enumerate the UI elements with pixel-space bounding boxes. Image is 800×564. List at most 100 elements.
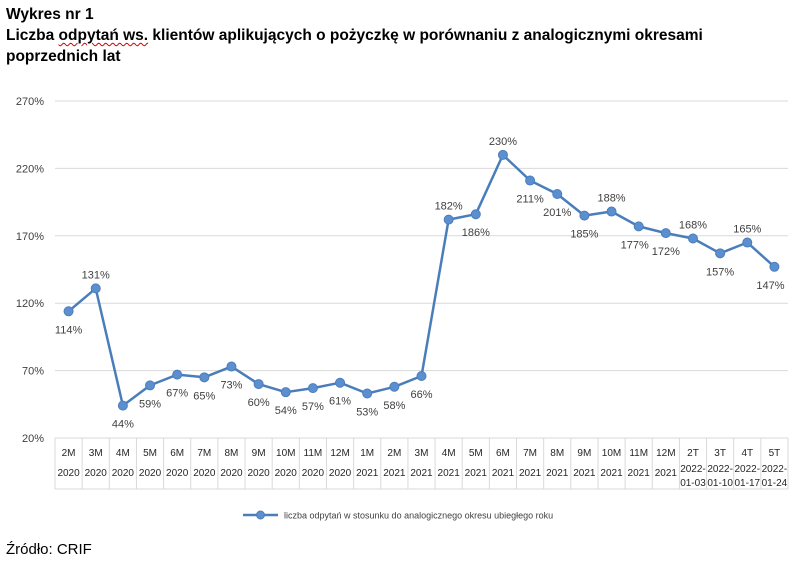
x-tick-year-label: 2021 [546, 468, 569, 479]
figure-number: Wykres nr 1 [6, 6, 94, 23]
data-label: 58% [383, 400, 405, 412]
data-label: 60% [248, 397, 270, 409]
data-label: 188% [597, 193, 625, 205]
x-tick-year-label: 01-03 [680, 478, 706, 489]
y-tick-label: 220% [16, 163, 44, 175]
x-tick-year-label: 2022- [680, 464, 706, 475]
x-tick-label: 2M [62, 448, 76, 459]
data-label: 73% [220, 380, 242, 392]
x-tick-year-label: 2020 [166, 468, 189, 479]
data-point [633, 221, 644, 232]
title-part-2: klientów aplikujących o pożyczkę w porów… [6, 27, 703, 65]
data-label: 53% [356, 407, 378, 419]
data-point [525, 175, 536, 186]
data-label: 61% [329, 396, 351, 408]
data-point [172, 369, 183, 380]
title-spellcheck-word: odpytań ws. [58, 27, 149, 44]
data-point [715, 248, 726, 259]
data-label: 54% [275, 405, 297, 417]
x-tick-label: 6M [170, 448, 184, 459]
x-tick-year-label: 2021 [492, 468, 515, 479]
x-tick-label: 8M [225, 448, 239, 459]
x-tick-label: 12M [656, 448, 675, 459]
data-point [253, 379, 264, 390]
data-label: 168% [679, 219, 707, 231]
x-tick-label: 4T [741, 448, 753, 459]
x-tick-label: 1M [360, 448, 374, 459]
x-tick-year-label: 2020 [193, 468, 216, 479]
data-label: 67% [166, 388, 188, 400]
x-tick-label: 7M [197, 448, 211, 459]
x-tick-year-label: 2020 [112, 468, 135, 479]
data-label: 230% [489, 136, 517, 148]
x-tick-label: 3T [714, 448, 726, 459]
data-label: 44% [112, 419, 134, 431]
title-part-1: Liczba [6, 27, 59, 44]
x-tick-year-label: 2021 [438, 468, 461, 479]
data-point [117, 400, 128, 411]
y-tick-label: 120% [16, 298, 44, 310]
y-tick-label: 20% [22, 433, 44, 445]
data-point [90, 283, 101, 294]
x-tick-label: 3M [415, 448, 429, 459]
x-tick-year-label: 01-10 [707, 478, 733, 489]
x-tick-label: 6M [496, 448, 510, 459]
x-tick-label: 12M [330, 448, 349, 459]
x-tick-label: 5T [769, 448, 781, 459]
data-label: 59% [139, 398, 161, 410]
x-tick-year-label: 2020 [302, 468, 325, 479]
x-tick-label: 9M [577, 448, 591, 459]
data-label: 57% [302, 401, 324, 413]
x-tick-year-label: 2022- [707, 464, 733, 475]
x-tick-year-label: 2021 [628, 468, 651, 479]
chart-heading: Wykres nr 1 Liczba odpytań ws. klientów … [6, 4, 796, 67]
data-point [470, 209, 481, 220]
x-tick-label: 8M [550, 448, 564, 459]
x-tick-label: 11M [304, 448, 323, 459]
data-point [416, 370, 427, 381]
data-point [199, 372, 210, 383]
legend-label: liczba odpytań w stosunku do analogiczne… [284, 511, 553, 521]
x-tick-label: 4M [442, 448, 456, 459]
legend-swatch-marker [256, 510, 265, 520]
x-tick-year-label: 2020 [220, 468, 243, 479]
data-label: 172% [652, 246, 680, 258]
x-tick-label: 5M [143, 448, 157, 459]
x-tick-year-label: 2021 [465, 468, 488, 479]
x-tick-label: 4M [116, 448, 130, 459]
data-point [742, 237, 753, 248]
y-tick-label: 170% [16, 231, 44, 243]
data-point [335, 377, 346, 388]
data-point [145, 380, 156, 391]
y-tick-label: 270% [16, 96, 44, 108]
data-label: 131% [82, 269, 110, 281]
data-point [552, 189, 563, 200]
data-label: 186% [462, 227, 490, 239]
x-tick-year-label: 2020 [85, 468, 108, 479]
x-tick-year-label: 01-17 [734, 478, 760, 489]
data-label: 157% [706, 266, 734, 278]
data-point [280, 387, 291, 398]
x-tick-year-label: 2020 [139, 468, 162, 479]
x-tick-label: 11M [629, 448, 648, 459]
x-tick-year-label: 2020 [275, 468, 298, 479]
x-tick-year-label: 2022- [762, 464, 788, 475]
data-point [443, 214, 454, 225]
x-tick-year-label: 2020 [247, 468, 270, 479]
data-label: 114% [55, 324, 83, 336]
source-note: Źródło: CRIF [6, 541, 92, 558]
data-point [389, 381, 400, 392]
y-tick-label: 70% [22, 366, 44, 378]
x-tick-label: 2M [387, 448, 401, 459]
data-point [307, 383, 318, 394]
x-tick-year-label: 2021 [655, 468, 678, 479]
data-point [606, 206, 617, 217]
x-tick-year-label: 2021 [410, 468, 433, 479]
line-chart: 20% 70% 120% 170% 220% 270% 2M 3M 4M 5M 6M 7M 8M 9M 10… [16, 96, 789, 521]
data-point [769, 261, 780, 272]
x-tick-label: 3M [89, 448, 103, 459]
series-line [67, 153, 776, 407]
x-tick-year-label: 2020 [57, 468, 80, 479]
x-tick-label: 9M [252, 448, 266, 459]
x-tick-year-label: 2021 [383, 468, 406, 479]
